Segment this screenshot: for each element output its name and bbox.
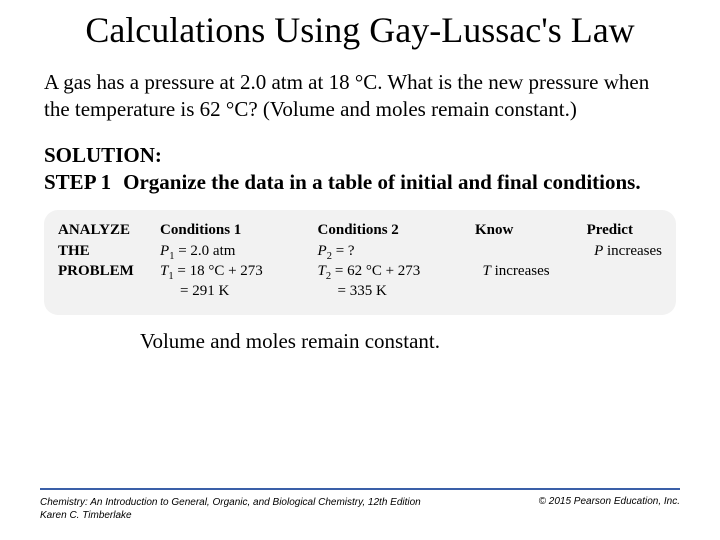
analyze-h3: PROBLEM — [58, 261, 144, 281]
constant-note: Volume and moles remain constant. — [40, 329, 680, 354]
analyze-h1: ANALYZE — [58, 220, 144, 240]
know-line: T increases — [475, 261, 571, 281]
analyze-h2: THE — [58, 241, 144, 261]
footer-copyright: © 2015 Pearson Education, Inc. — [539, 496, 680, 507]
cond2-t: T2 = 62 °C + 273 — [318, 261, 459, 281]
conditions-1-col: Conditions 1 P1 = 2.0 atm T1 = 18 °C + 2… — [160, 220, 301, 301]
know-blank — [475, 241, 571, 261]
know-header: Know — [475, 220, 571, 240]
cond2-t-result: = 335 K — [318, 281, 459, 301]
cond2-p: P2 = ? — [318, 241, 459, 261]
predict-line: P increases — [587, 241, 662, 261]
analyze-table: ANALYZE THE PROBLEM Conditions 1 P1 = 2.… — [44, 210, 676, 315]
predict-header: Predict — [587, 220, 662, 240]
problem-statement: A gas has a pressure at 2.0 atm at 18 °C… — [40, 69, 680, 122]
predict-col: Predict P increases — [587, 220, 662, 301]
page-title: Calculations Using Gay-Lussac's Law — [40, 10, 680, 51]
cond2-header: Conditions 2 — [318, 220, 459, 240]
solution-block: SOLUTION: STEP 1 Organize the data in a … — [40, 142, 680, 197]
analyze-header-col: ANALYZE THE PROBLEM — [58, 220, 144, 301]
cond1-t: T1 = 18 °C + 273 — [160, 261, 301, 281]
footer-author: Karen C. Timberlake — [40, 510, 132, 521]
cond1-t-result: = 291 K — [160, 281, 301, 301]
footer-book: Chemistry: An Introduction to General, O… — [40, 497, 421, 508]
step-text: Organize the data in a table of initial … — [123, 169, 640, 196]
slide-footer: Chemistry: An Introduction to General, O… — [40, 488, 680, 522]
footer-left: Chemistry: An Introduction to General, O… — [40, 496, 421, 522]
know-col: Know T increases — [475, 220, 571, 301]
conditions-2-col: Conditions 2 P2 = ? T2 = 62 °C + 273 = 3… — [318, 220, 459, 301]
cond1-p: P1 = 2.0 atm — [160, 241, 301, 261]
step-label: STEP 1 — [44, 169, 111, 196]
solution-label: SOLUTION: — [44, 142, 676, 169]
cond1-header: Conditions 1 — [160, 220, 301, 240]
